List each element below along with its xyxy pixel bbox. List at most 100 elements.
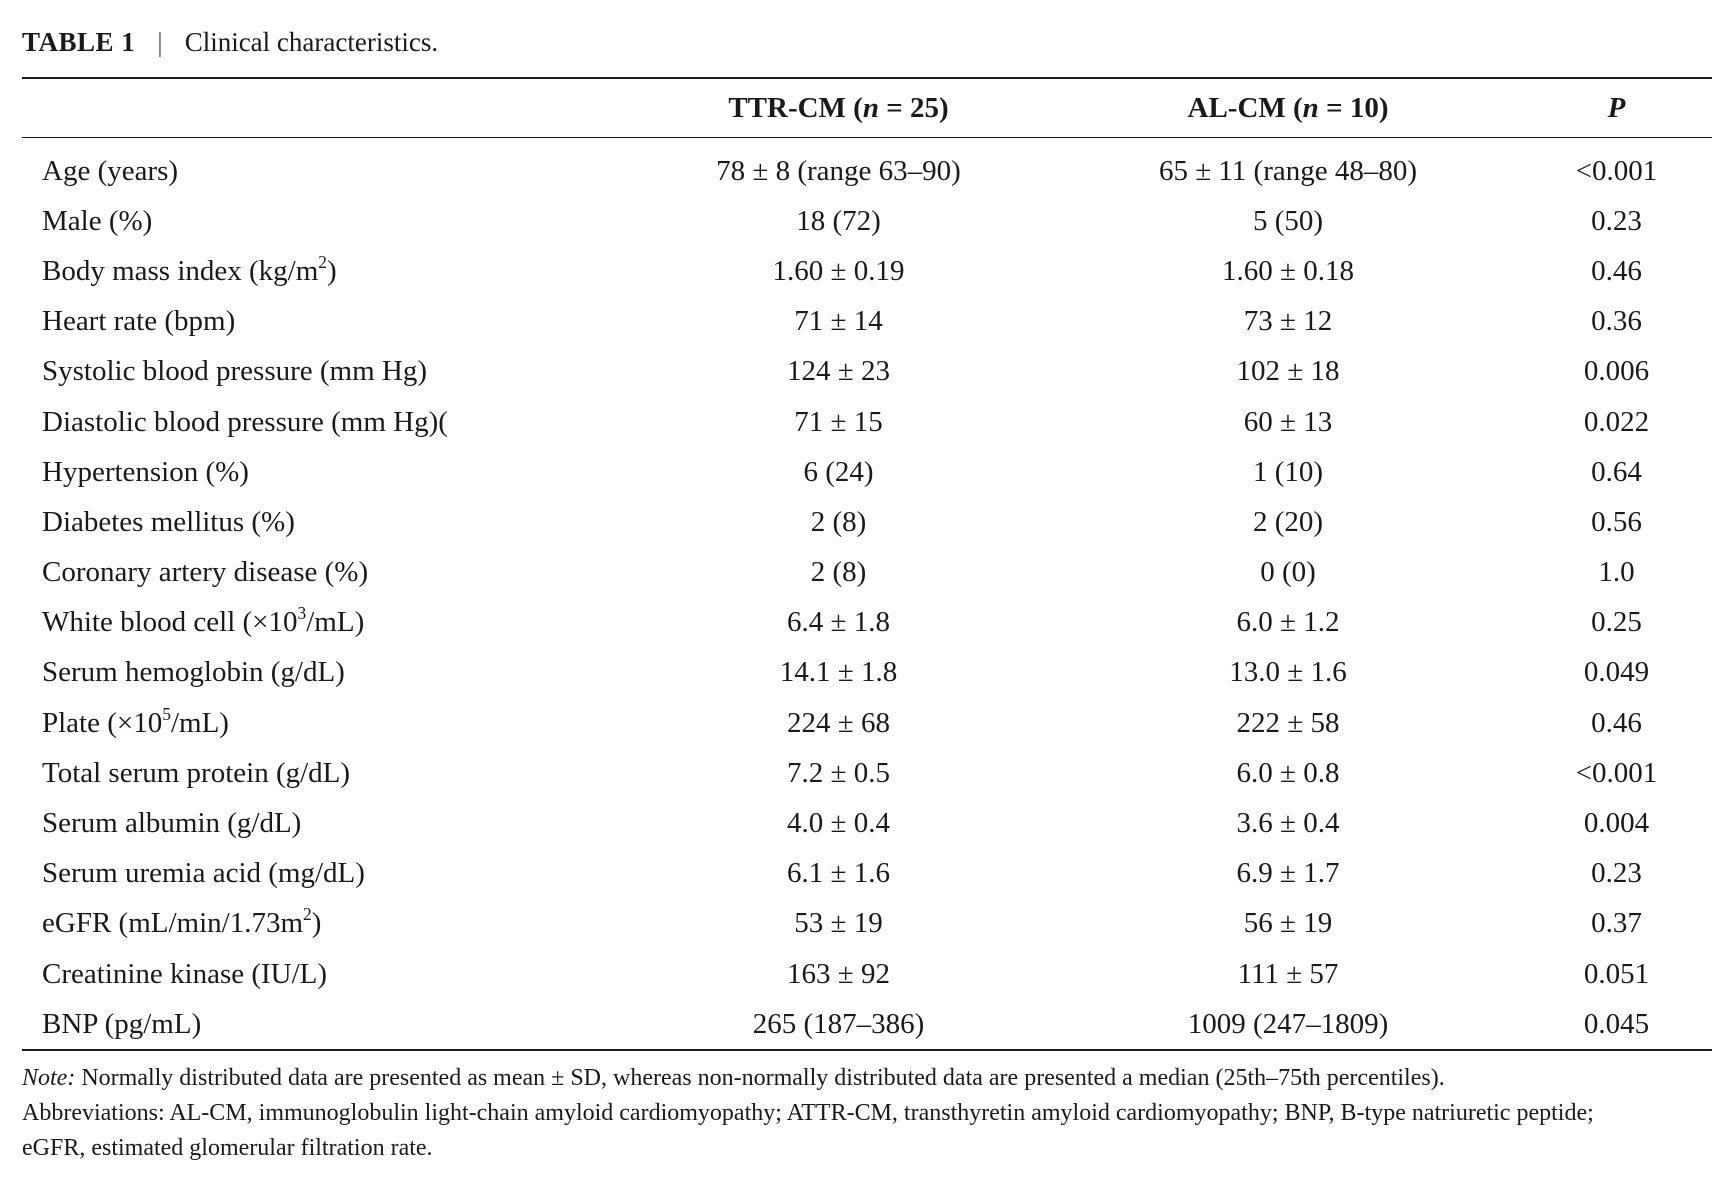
table-row: Serum albumin (g/dL) 4.0 ± 0.4 3.6 ± 0.4 0.… bbox=[22, 798, 1712, 848]
table-caption: TABLE 1 | Clinical characteristics. bbox=[22, 22, 1712, 62]
bottom-rule bbox=[22, 1049, 1712, 1052]
ttr-cm-value: 163 ± 92 bbox=[787, 957, 890, 990]
header-ttr-cm: TTR-CM (n = 25) bbox=[622, 79, 1055, 138]
ttr-cm-value: 14.1 ± 1.8 bbox=[779, 656, 898, 689]
p-value: 0.051 bbox=[1583, 957, 1650, 990]
caption-separator: | bbox=[157, 27, 163, 57]
p-value: 1.0 bbox=[1598, 556, 1635, 589]
al-cm-value: 1009 (247–1809) bbox=[1187, 1007, 1389, 1040]
ttr-cm-value: 2 (8) bbox=[810, 505, 867, 538]
ttr-cm-value: 71 ± 14 bbox=[794, 305, 883, 338]
p-value: 0.56 bbox=[1591, 505, 1642, 538]
ttr-cm-value: 7.2 ± 0.5 bbox=[787, 756, 890, 789]
row-label: Serum hemoglobin (g/dL) bbox=[42, 656, 345, 689]
table-row: Body mass index (kg/m2) 1.60 ± 0.19 1.60 ±… bbox=[22, 246, 1712, 296]
abbreviations-line-2: eGFR, estimated glomerular filtration ra… bbox=[22, 1135, 433, 1162]
row-label: Plate (×105/mL) bbox=[42, 703, 229, 739]
clinical-characteristics-table: TTR-CM (n = 25) AL-CM (n = 10) P Age (ye… bbox=[22, 79, 1712, 1049]
table-row: Serum hemoglobin (g/dL) 14.1 ± 1.8 13.0 ± … bbox=[22, 648, 1712, 698]
table-row: Creatinine kinase (IU/L) 163 ± 92 111 ± 57… bbox=[22, 949, 1712, 999]
table-row: Serum uremia acid (mg/dL) 6.1 ± 1.6 6.9 ± … bbox=[22, 849, 1712, 899]
p-value: 0.004 bbox=[1583, 807, 1650, 840]
ttr-cm-value: 53 ± 19 bbox=[794, 907, 883, 940]
table-row: Hypertension (%) 6 (24) 1 (10) 0.64 bbox=[22, 447, 1712, 497]
p-value: 0.46 bbox=[1591, 706, 1642, 739]
p-value: 0.006 bbox=[1583, 355, 1650, 388]
ttr-cm-value: 224 ± 68 bbox=[787, 706, 890, 739]
p-value: 0.37 bbox=[1591, 907, 1642, 940]
row-label: Creatinine kinase (IU/L) bbox=[42, 957, 328, 990]
p-value: 0.64 bbox=[1591, 455, 1642, 488]
table-row: Diastolic blood pressure (mm Hg)(71 ± 15… bbox=[22, 397, 1712, 447]
ttr-cm-value: 78 ± 8 (range 63–90) bbox=[716, 154, 961, 187]
al-cm-value: 111 ± 57 bbox=[1237, 957, 1339, 990]
p-value: 0.23 bbox=[1591, 857, 1642, 890]
al-cm-value: 5 (50) bbox=[1252, 204, 1324, 237]
header-p-value: P bbox=[1521, 79, 1712, 138]
p-value: 0.022 bbox=[1583, 405, 1650, 438]
table-notes: Note: Normally distributed data are pres… bbox=[22, 1061, 1712, 1166]
table-row: Age (years) 78 ± 8 (range 63–90) 65 ± 11 (… bbox=[22, 138, 1712, 197]
p-value: 0.25 bbox=[1591, 606, 1642, 639]
table-row: BNP (pg/mL) 265 (187–386) 1009 (247–1809) 0… bbox=[22, 999, 1712, 1049]
row-label: Male (%) bbox=[42, 204, 153, 237]
al-cm-value: 6.0 ± 0.8 bbox=[1236, 756, 1340, 789]
table-row: Male (%) 18 (72) 5 (50) 0.23 bbox=[22, 196, 1712, 246]
al-cm-value: 222 ± 58 bbox=[1236, 706, 1340, 739]
al-cm-value: 60 ± 13 bbox=[1243, 405, 1333, 438]
ttr-cm-value: 124 ± 23 bbox=[787, 355, 890, 388]
row-label: Heart rate (bpm) bbox=[42, 305, 236, 338]
table-row: Total serum protein (g/dL) 7.2 ± 0.5 6.0 ±… bbox=[22, 748, 1712, 798]
row-label: Diabetes mellitus (%) bbox=[42, 505, 295, 538]
al-cm-value: 0 (0) bbox=[1260, 556, 1316, 589]
row-label: White blood cell (×103/mL) bbox=[42, 603, 365, 639]
row-label: Body mass index (kg/m2) bbox=[42, 251, 337, 287]
ttr-cm-value: 265 (187–386) bbox=[752, 1007, 925, 1040]
row-label: Coronary artery disease (%) bbox=[42, 556, 369, 589]
ttr-cm-value: 1.60 ± 0.19 bbox=[772, 254, 905, 287]
table-row: eGFR (mL/min/1.73m2) 53 ± 19 56 ± 19 0.37 bbox=[22, 899, 1712, 949]
row-label: BNP (pg/mL) bbox=[42, 1007, 202, 1040]
row-label: eGFR (mL/min/1.73m2) bbox=[42, 904, 322, 940]
table-number: TABLE 1 bbox=[22, 27, 136, 57]
al-cm-value: 102 ± 18 bbox=[1236, 355, 1340, 388]
ttr-cm-value: 2 (8) bbox=[810, 556, 867, 589]
table-body: Age (years) 78 ± 8 (range 63–90) 65 ± 11 (… bbox=[22, 138, 1712, 1050]
ttr-cm-value: 6.1 ± 1.6 bbox=[787, 857, 890, 890]
p-value: 0.049 bbox=[1583, 656, 1650, 689]
row-label: Age (years) bbox=[42, 154, 179, 187]
header-row: TTR-CM (n = 25) AL-CM (n = 10) P bbox=[22, 79, 1712, 138]
p-value: 0.46 bbox=[1591, 254, 1642, 287]
top-rule bbox=[22, 77, 1712, 79]
al-cm-value: 13.0 ± 1.6 bbox=[1229, 656, 1347, 689]
al-cm-value: 6.9 ± 1.7 bbox=[1236, 857, 1340, 890]
row-label: Systolic blood pressure (mm Hg) bbox=[42, 355, 428, 388]
table-title: Clinical characteristics. bbox=[184, 27, 439, 57]
al-cm-value: 65 ± 11 (range 48–80) bbox=[1158, 154, 1418, 187]
ttr-cm-value: 18 (72) bbox=[796, 204, 881, 237]
al-cm-value: 3.6 ± 0.4 bbox=[1236, 807, 1340, 840]
ttr-cm-value: 6.4 ± 1.8 bbox=[787, 606, 890, 639]
al-cm-value: 73 ± 12 bbox=[1243, 305, 1333, 338]
table-row: Heart rate (bpm) 71 ± 14 73 ± 12 0.36 bbox=[22, 297, 1712, 347]
al-cm-value: 56 ± 19 bbox=[1243, 907, 1333, 940]
table-row: Systolic blood pressure (mm Hg) 124 ± 23 1… bbox=[22, 347, 1712, 397]
p-value: <0.001 bbox=[1575, 756, 1658, 789]
p-value: 0.23 bbox=[1591, 204, 1642, 237]
row-label: Serum albumin (g/dL) bbox=[42, 807, 302, 840]
table-row: White blood cell (×103/mL) 6.4 ± 1.8 6.0 ±… bbox=[22, 598, 1712, 648]
row-label: Serum uremia acid (mg/dL) bbox=[42, 857, 365, 890]
abbreviations-line-1: Abbreviations: AL-CM, immunoglobulin lig… bbox=[22, 1100, 1594, 1127]
note-line: Note: Normally distributed data are pres… bbox=[22, 1065, 1445, 1092]
p-value: 0.045 bbox=[1583, 1007, 1650, 1040]
al-cm-value: 2 (20) bbox=[1252, 505, 1324, 538]
al-cm-value: 1 (10) bbox=[1252, 455, 1324, 488]
al-cm-value: 1.60 ± 0.18 bbox=[1222, 254, 1354, 287]
table-row: Plate (×105/mL) 224 ± 68 222 ± 58 0.46 bbox=[22, 698, 1712, 748]
ttr-cm-value: 71 ± 15 bbox=[794, 405, 883, 438]
header-characteristic bbox=[22, 79, 622, 138]
header-al-cm: AL-CM (n = 10) bbox=[1055, 79, 1521, 138]
table-figure: TABLE 1 | Clinical characteristics. TTR-CM… bbox=[22, 22, 1712, 1166]
ttr-cm-value: 4.0 ± 0.4 bbox=[787, 807, 890, 840]
al-cm-value: 6.0 ± 1.2 bbox=[1236, 606, 1340, 639]
